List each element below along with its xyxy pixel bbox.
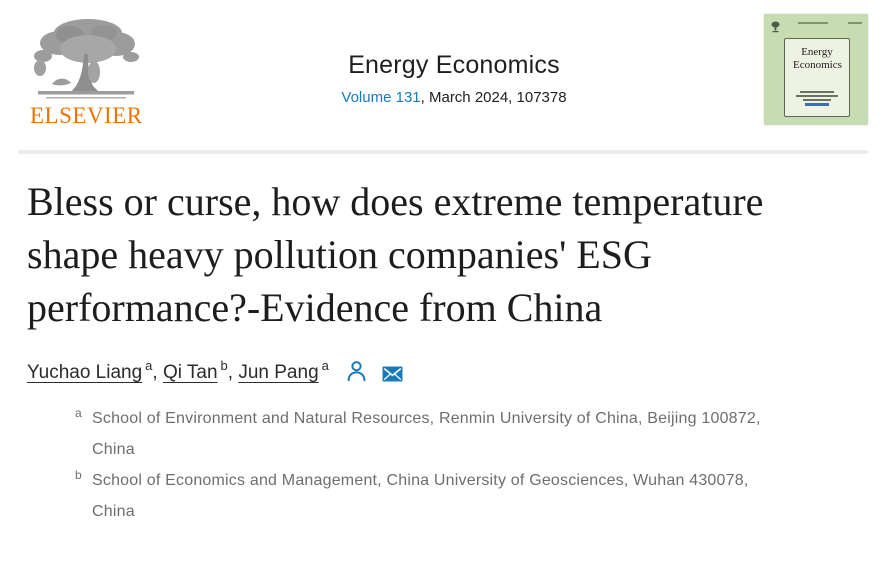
author-separator: , [227,362,239,383]
author-1-affiliation-sup: a [145,358,153,373]
affiliation-row-b: b School of Economics and Management, Ch… [75,465,856,527]
journal-cover-thumbnail[interactable]: Energy Economics [764,14,868,125]
author-3-affiliation-sup: a [321,358,329,373]
affiliation-text-b: School of Economics and Management, Chin… [92,472,749,520]
article-title: Bless or curse, how does extreme tempera… [27,179,764,330]
issue-line: Volume 131, March 2024, 107378 [144,89,764,106]
journal-title-link[interactable]: Energy Economics [348,51,560,79]
author-link-2[interactable]: Qi Tan [162,362,218,383]
envelope-icon [382,366,403,387]
header-divider [18,150,868,154]
affiliation-text-a: School of Environment and Natural Resour… [92,410,761,458]
cover-top-right-text-line [848,22,862,24]
affiliation-sup-a: a [75,406,82,420]
affiliation-list: a School of Environment and Natural Reso… [75,403,856,527]
article-header: Bless or curse, how does extreme tempera… [0,154,886,527]
elsevier-wordmark: ELSEVIER [30,103,143,128]
cover-top-text-line [798,22,828,24]
elsevier-logo[interactable]: ELSEVIER [30,14,144,150]
elsevier-tree-icon [30,14,144,102]
cover-fineprint-lines [785,89,849,108]
person-icon [346,361,367,387]
affiliation-row-a: a School of Environment and Natural Reso… [75,403,856,465]
issue-date-article-number: , March 2024, 107378 [420,89,567,106]
corresponding-author-button[interactable] [382,366,403,382]
author-2-affiliation-sup: b [220,358,228,373]
cover-journal-title: Energy Economics [793,46,842,71]
affiliation-sup-b: b [75,468,82,482]
author-separator: , [152,362,163,383]
cover-inner-frame: Energy Economics [784,38,850,117]
author-profiles-button[interactable] [346,360,367,382]
author-list: Yuchao Liang a, Qi Tan b, Jun Pang a [27,358,856,384]
author-link-1[interactable]: Yuchao Liang [27,362,143,383]
cover-elsevier-mini-tree-icon [771,20,780,38]
page-header: ELSEVIER Energy Economics Volume 131, Ma… [0,0,886,150]
volume-link[interactable]: Volume 131 [341,89,421,106]
author-link-3[interactable]: Jun Pang [238,362,319,383]
journal-header: Energy Economics Volume 131, March 2024,… [144,51,764,150]
